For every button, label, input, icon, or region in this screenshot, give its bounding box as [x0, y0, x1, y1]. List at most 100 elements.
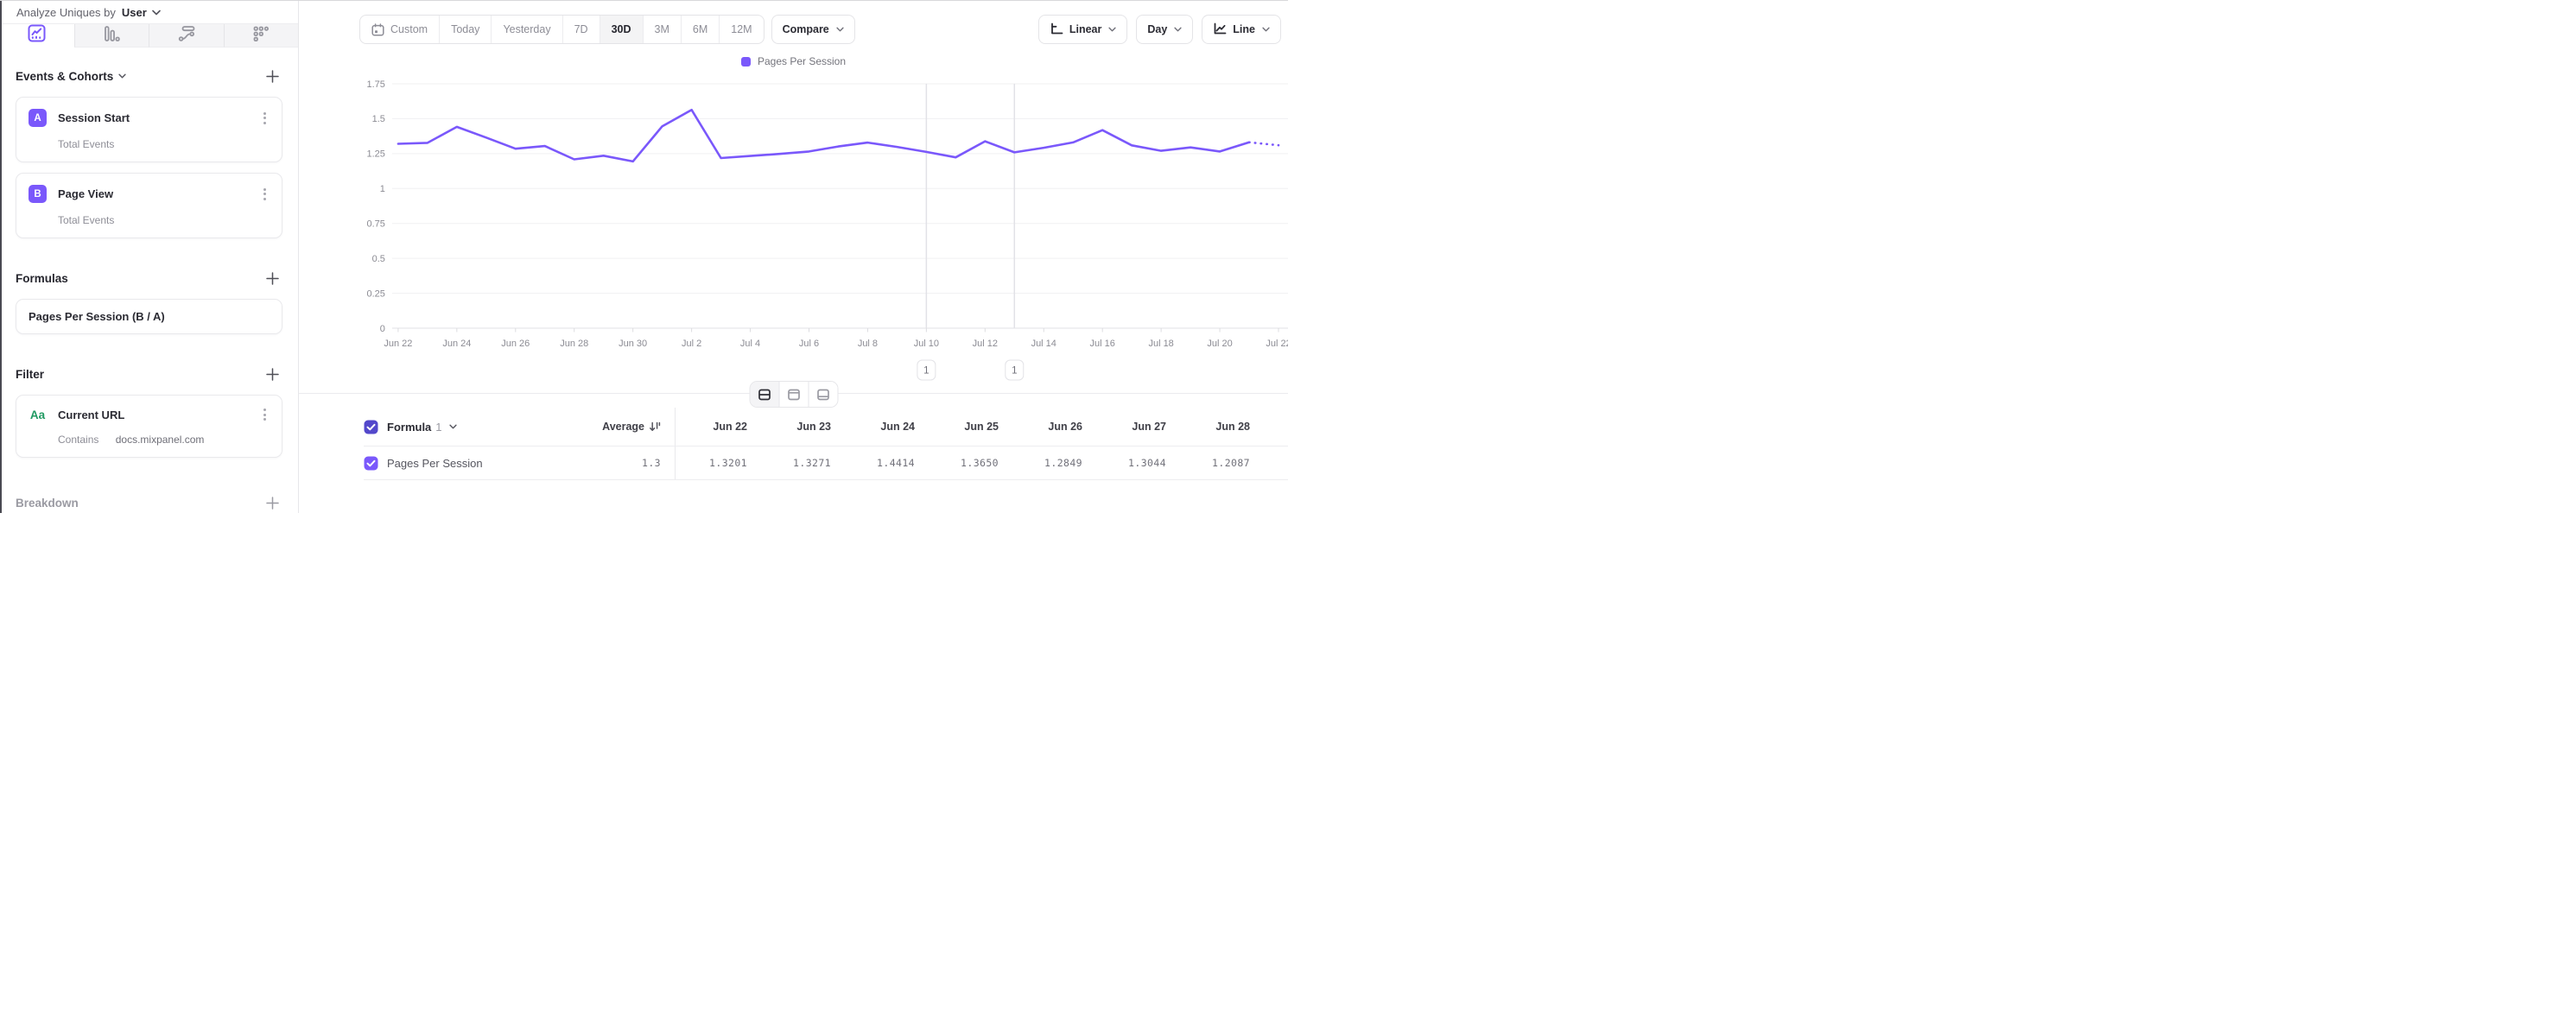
event-name[interactable]: Page View	[58, 187, 114, 200]
range-6m[interactable]: 6M	[680, 16, 719, 43]
range-3m[interactable]: 3M	[642, 16, 681, 43]
range-yesterday[interactable]: Yesterday	[491, 16, 562, 43]
svg-text:Jul 16: Jul 16	[1090, 339, 1115, 349]
add-breakdown-button[interactable]	[262, 492, 282, 513]
date-cell-values: 1.3201 1.3271 1.4414 1.3650 1.2849 1.3044 1.20…	[675, 446, 1288, 479]
svg-text:Jul 4: Jul 4	[740, 339, 760, 349]
add-filter-button[interactable]	[262, 364, 282, 384]
compare-button[interactable]: Compare	[771, 15, 855, 44]
range-custom[interactable]: Custom	[360, 16, 439, 43]
filter-value[interactable]: docs.mixpanel.com	[115, 434, 205, 446]
analyze-uniques-by-selector[interactable]: User	[121, 5, 147, 19]
svg-text:Jul 6: Jul 6	[799, 339, 819, 349]
cell-value: 1.2849	[1044, 457, 1082, 469]
svg-text:1: 1	[1012, 365, 1017, 376]
y-axis-scale-button[interactable]: Linear	[1037, 15, 1128, 44]
insights-chart-icon	[28, 24, 46, 47]
linear-scale-icon	[1050, 22, 1063, 38]
formula-card[interactable]: Pages Per Session (B / A)	[16, 299, 282, 334]
series-checkbox[interactable]	[364, 456, 378, 471]
breakdown-table: Formula 1 Average	[364, 408, 1288, 480]
svg-text:Jul 10: Jul 10	[914, 339, 939, 349]
event-aggregation[interactable]: Total Events	[58, 138, 115, 150]
table-header-row: Formula 1 Average	[364, 408, 1288, 446]
chevron-down-icon	[1262, 27, 1270, 32]
column-header[interactable]: Jun 23	[796, 421, 831, 433]
layout-chart-only-button[interactable]	[778, 382, 808, 407]
series-name: Pages Per Session	[387, 456, 483, 470]
legend-label: Pages Per Session	[757, 55, 847, 67]
svg-text:Jul 22: Jul 22	[1266, 339, 1288, 349]
filter-condition[interactable]: Contains docs.mixpanel.com	[58, 434, 270, 446]
event-badge-a: A	[29, 109, 47, 127]
chart-table-divider	[299, 381, 1288, 408]
add-event-button[interactable]	[262, 66, 282, 86]
column-header[interactable]: Jun 25	[964, 421, 999, 433]
range-12m[interactable]: 12M	[719, 16, 763, 43]
chevron-down-icon	[448, 424, 457, 429]
svg-text:0.5: 0.5	[372, 254, 385, 264]
column-header[interactable]: Jun 24	[880, 421, 915, 433]
tab-funnels[interactable]	[73, 24, 149, 48]
column-header[interactable]: Jun 28	[1215, 421, 1250, 433]
cell-value: 1.4414	[877, 457, 915, 469]
chart-toolbar: Custom Today Yesterday 7D 30D 3M 6M 12M Compare…	[299, 1, 1288, 44]
chart-area: Pages Per Session 0 0.25 0.5 0.75 1 1.25 1.5 1.…	[299, 44, 1288, 393]
event-name[interactable]: Session Start	[58, 111, 130, 124]
filter-property-name[interactable]: Current URL	[58, 408, 125, 421]
filter-card-current-url[interactable]: Aa Current URL Contains docs.mixpanel.co…	[16, 395, 282, 458]
select-all-checkbox[interactable]	[364, 420, 378, 434]
legend-swatch	[740, 56, 751, 66]
chevron-down-icon	[836, 27, 844, 32]
cell-value: 1.3271	[793, 457, 831, 469]
table-row[interactable]: Pages Per Session 1.3 1.3201 1.3271 1.4414…	[364, 446, 1288, 480]
column-header[interactable]: Jun 29	[1262, 421, 1288, 433]
report-canvas: Custom Today Yesterday 7D 30D 3M 6M 12M Compare…	[299, 1, 1288, 513]
group-selector[interactable]: Formula	[387, 420, 432, 434]
formulas-section-title: Formulas	[16, 271, 68, 285]
range-today[interactable]: Today	[439, 16, 491, 43]
kebab-menu-icon[interactable]	[260, 407, 270, 422]
tab-retention[interactable]	[223, 24, 298, 48]
query-builder-panel: Analyze Uniques by User	[0, 1, 299, 513]
column-header[interactable]: Jun 26	[1048, 421, 1082, 433]
column-header[interactable]: Jun 22	[713, 421, 747, 433]
range-30d[interactable]: 30D	[599, 16, 643, 43]
tab-insights[interactable]	[0, 24, 74, 48]
string-property-icon: Aa	[29, 408, 46, 421]
kebab-menu-icon[interactable]	[260, 111, 270, 126]
kebab-menu-icon[interactable]	[260, 187, 270, 202]
range-7d[interactable]: 7D	[562, 16, 600, 43]
svg-text:Jul 18: Jul 18	[1148, 339, 1173, 349]
analyze-header: Analyze Uniques by User	[0, 1, 298, 24]
svg-text:1.25: 1.25	[367, 149, 385, 160]
column-header[interactable]: Jun 27	[1132, 421, 1166, 433]
events-section-title[interactable]: Events & Cohorts	[16, 70, 126, 83]
event-aggregation[interactable]: Total Events	[58, 214, 115, 226]
event-card-page-view[interactable]: B Page View Total Events	[16, 173, 282, 238]
time-interval-button[interactable]: Day	[1136, 15, 1194, 44]
query-sections: Events & Cohorts A Session Start Total E…	[0, 48, 298, 513]
breakdown-section-title: Breakdown	[16, 496, 79, 510]
line-chart-icon	[1213, 22, 1227, 38]
tab-flows[interactable]	[149, 24, 224, 48]
report-type-tabbar	[0, 24, 298, 48]
svg-text:Jun 22: Jun 22	[384, 339, 412, 349]
cell-value: 1.3650	[961, 457, 999, 469]
add-formula-button[interactable]	[262, 268, 282, 288]
sort-descending-icon[interactable]	[649, 421, 661, 433]
chevron-down-icon	[1108, 27, 1116, 32]
events-section-header: Events & Cohorts	[16, 66, 282, 86]
average-column-header[interactable]: Average	[602, 421, 644, 433]
filter-operator[interactable]: Contains	[58, 434, 99, 446]
event-card-session-start[interactable]: A Session Start Total Events	[16, 97, 282, 162]
layout-table-only-button[interactable]	[808, 382, 837, 407]
layout-split-view-button[interactable]	[750, 382, 778, 407]
layout-toggle	[749, 381, 838, 408]
chart-type-button[interactable]: Line	[1202, 15, 1281, 44]
svg-text:Jun 24: Jun 24	[442, 339, 471, 349]
cell-value: 1.3201	[709, 457, 747, 469]
flows-icon	[178, 25, 195, 47]
